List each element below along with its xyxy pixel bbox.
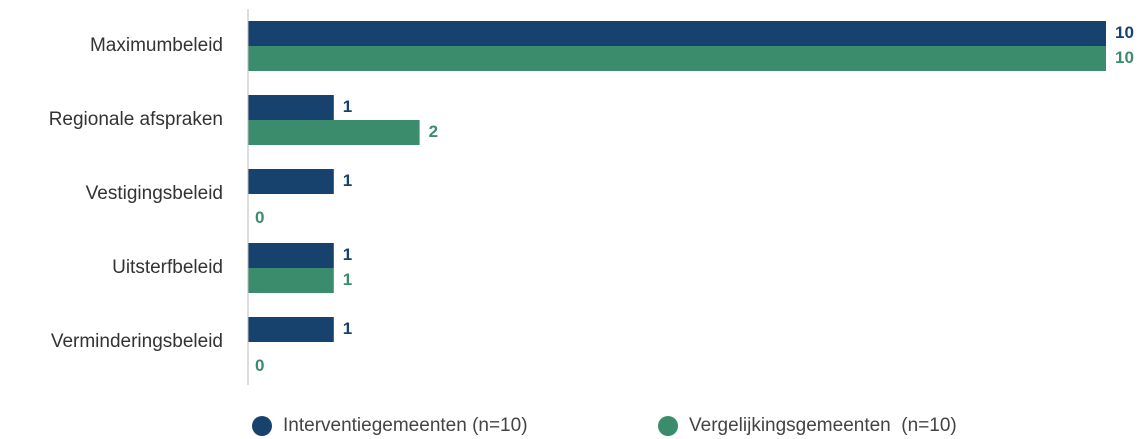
bar bbox=[248, 46, 1106, 71]
bar bbox=[248, 243, 334, 268]
y-tick-label: Uitsterfbeleid bbox=[112, 257, 223, 278]
legend-marker bbox=[252, 416, 272, 436]
y-tick-label: Maximumbeleid bbox=[90, 35, 223, 56]
bar bbox=[248, 95, 334, 120]
legend-marker bbox=[658, 416, 678, 436]
data-label: 1 bbox=[343, 97, 352, 116]
legend-label: Vergelijkingsgemeenten (n=10) bbox=[689, 415, 957, 436]
bar bbox=[248, 268, 334, 293]
y-tick-label: Regionale afspraken bbox=[49, 109, 223, 130]
y-tick-label: Verminderingsbeleid bbox=[51, 331, 223, 352]
data-label: 0 bbox=[255, 356, 264, 375]
bar bbox=[248, 317, 334, 342]
y-tick-label: Vestigingsbeleid bbox=[86, 183, 223, 204]
data-label: 1 bbox=[343, 245, 352, 264]
data-label: 1 bbox=[343, 270, 352, 289]
data-label: 1 bbox=[343, 171, 352, 190]
data-label: 10 bbox=[1115, 23, 1134, 42]
data-label: 2 bbox=[429, 122, 438, 141]
legend-label: Interventiegemeenten (n=10) bbox=[283, 415, 528, 436]
bar bbox=[248, 21, 1106, 46]
data-label: 1 bbox=[343, 319, 352, 338]
bar bbox=[248, 169, 334, 194]
data-label: 10 bbox=[1115, 48, 1134, 67]
data-label: 0 bbox=[255, 208, 264, 227]
bar bbox=[248, 120, 420, 145]
